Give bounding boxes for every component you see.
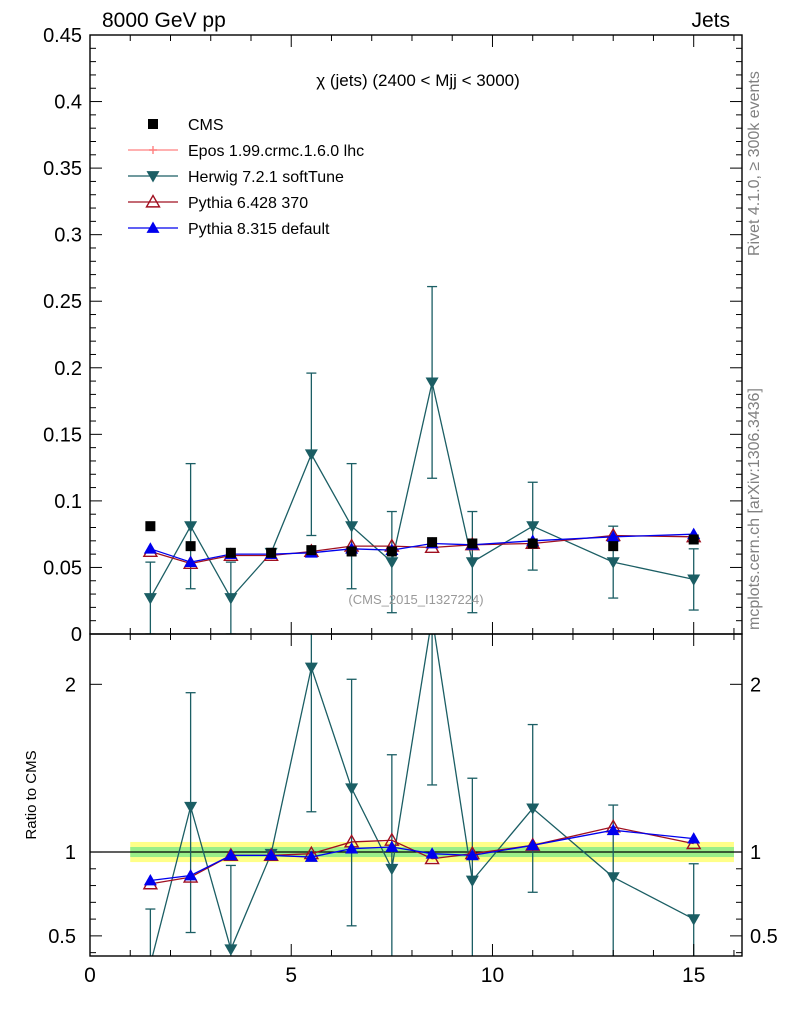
pythia-8-315-default-ratio-point <box>385 840 399 852</box>
x-tick-label: 0 <box>84 964 96 987</box>
header-left-label: 8000 GeV pp <box>102 9 226 32</box>
ratio-y-tick-label-left: 0.5 <box>48 926 76 948</box>
pythia-8-315-default-ratio-point <box>304 850 318 862</box>
main-y-tick-label: 0.45 <box>43 25 82 47</box>
herwig-7-2-1-softtune-main-point <box>385 557 399 569</box>
ratio-y-tick-label-right: 2 <box>750 674 761 696</box>
herwig-7-2-1-softtune-ratio-point <box>304 662 318 675</box>
herwig-7-2-1-softtune-main-point <box>687 574 701 586</box>
pythia-8-315-default-ratio-point <box>526 838 540 851</box>
legend-cms-marker <box>148 119 158 129</box>
pythia-8-315-default-ratio-point <box>465 848 479 861</box>
pythia-8-315-default-ratio-line <box>150 829 694 882</box>
legend: CMS Epos 1.99.crmc.1.6.0 lhc Herwig 7.2.1 … <box>128 117 364 238</box>
ratio-panel-content <box>90 612 742 971</box>
herwig-7-2-1-softtune-ratio-point <box>606 872 620 884</box>
pythia-8-315-default-main-point <box>184 555 198 567</box>
pythia-6-428-370-main-line <box>150 534 694 565</box>
main-y-tick-label: 0.3 <box>54 225 82 247</box>
pythia-8-315-default-ratio-point <box>184 869 198 881</box>
cms-main-point <box>427 537 438 548</box>
cms-main-point <box>386 546 397 557</box>
ratio-panel-frame <box>89 633 743 957</box>
herwig-7-2-1-softtune-ratio-line <box>151 634 695 956</box>
main-y-tick-label: 0 <box>71 624 82 646</box>
x-tick-label: 10 <box>481 964 504 987</box>
ratio-y-tick-label-right: 1 <box>750 842 761 864</box>
herwig-7-2-1-softtune-main-point <box>526 521 540 533</box>
legend-cms-label: CMS <box>188 117 224 134</box>
herwig-7-2-1-softtune-main-point <box>465 557 479 569</box>
legend-herwig-7-2-1-softtune-label: Herwig 7.2.1 softTune <box>188 169 344 186</box>
pythia-8-315-default-ratio-point <box>143 874 157 886</box>
pythia-8-315-default-ratio-point <box>606 823 620 836</box>
herwig-7-2-1-softtune-ratio-point <box>465 875 479 888</box>
herwig-7-2-1-softtune-ratio-point <box>184 801 198 814</box>
herwig-7-2-1-softtune-main-point <box>304 449 318 461</box>
main-panel-content <box>142 285 702 634</box>
pythia-8-315-default-ratio-point <box>264 848 278 861</box>
ratio-y-tick-label-right: 0.5 <box>750 926 778 948</box>
main-y-tick-label: 0.1 <box>54 491 82 513</box>
herwig-7-2-1-softtune-ratio-point <box>526 803 540 815</box>
main-y-tick-label: 0.25 <box>43 291 82 313</box>
legend-pythia-6-428-370-marker <box>145 194 161 208</box>
main-y-tick-label: 0.4 <box>54 92 82 114</box>
cms-main-point <box>467 538 478 549</box>
herwig-7-2-1-softtune-ratio-point <box>426 612 439 623</box>
main-y-tick-label: 0.2 <box>54 358 82 380</box>
cms-main-point <box>145 521 156 532</box>
pythia-8-315-default-main-point <box>143 542 157 554</box>
cms-main-point <box>688 534 699 545</box>
herwig-7-2-1-softtune-ratio-point <box>224 944 238 956</box>
cms-main-point <box>266 547 277 558</box>
cms-main-point <box>608 541 619 552</box>
herwig-7-2-1-softtune-main-point <box>606 557 620 569</box>
pythia-8-315-default-ratio-point <box>687 832 701 844</box>
legend-epos-1-99-crmc-1-6-0-lhc-label: Epos 1.99.crmc.1.6.0 lhc <box>188 143 364 160</box>
legend-herwig-7-2-1-softtune-marker <box>146 171 160 183</box>
header-right-label: Jets <box>691 9 730 32</box>
herwig-7-2-1-softtune-ratio-point <box>144 960 157 971</box>
herwig-7-2-1-softtune-ratio-point <box>687 914 701 926</box>
herwig-7-2-1-softtune-main-point <box>224 593 238 605</box>
legend-epos-1-99-crmc-1-6-0-lhc-marker <box>149 146 157 154</box>
pythia-8-315-default-ratio-point <box>224 848 238 861</box>
ratio-y-axis-title: Ratio to CMS <box>23 750 40 839</box>
ratio-y-tick-label-left: 1 <box>65 842 76 864</box>
x-tick-label: 15 <box>682 964 705 987</box>
herwig-7-2-1-softtune-ratio-point <box>385 863 399 876</box>
x-tick-label: 5 <box>285 964 297 987</box>
ratio-y-tick-label-left: 2 <box>65 674 76 696</box>
chart-title: χ (jets) (2400 < Mjj < 3000) <box>316 71 520 90</box>
herwig-7-2-1-softtune-main-line <box>149 382 694 600</box>
herwig-7-2-1-softtune-main-point <box>345 521 359 533</box>
legend-pythia-8-315-default-label: Pythia 8.315 default <box>188 221 330 238</box>
cms-main-point <box>225 547 236 558</box>
main-y-tick-label: 0.35 <box>43 158 82 180</box>
pythia-8-315-default-ratio-point <box>425 847 439 859</box>
cms-main-point <box>185 541 196 552</box>
cms-main-point <box>306 545 317 556</box>
analysis-watermark: (CMS_2015_I1327224) <box>348 592 483 607</box>
legend-pythia-6-428-370-label: Pythia 6.428 370 <box>188 195 308 212</box>
herwig-7-2-1-softtune-main-point <box>143 593 157 605</box>
pythia-8-315-default-main-point <box>606 530 620 542</box>
cms-main-point <box>527 538 538 549</box>
pythia-8-315-default-main-line <box>150 533 694 563</box>
herwig-7-2-1-softtune-main-point <box>184 521 198 533</box>
cms-main-point <box>346 546 357 557</box>
main-y-tick-label: 0.05 <box>43 557 82 579</box>
herwig-7-2-1-softtune-ratio-point <box>345 783 359 795</box>
main-y-tick-label: 0.15 <box>43 424 82 446</box>
pythia-8-315-default-ratio-point <box>345 842 359 854</box>
herwig-7-2-1-softtune-main-point <box>425 377 439 389</box>
legend-pythia-8-315-default-marker <box>146 221 160 233</box>
